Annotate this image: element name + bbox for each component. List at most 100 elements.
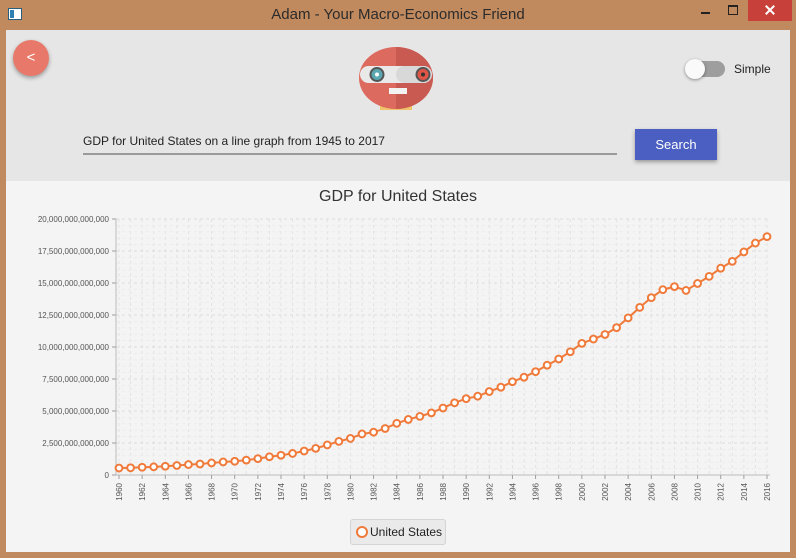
data-point [751,238,760,248]
data-point [762,232,772,242]
data-point [403,415,413,424]
x-tick-label: 1962 [138,482,147,500]
chart-title: GDP for United States [319,188,477,205]
x-tick-label: 2014 [740,482,749,500]
header-panel: < Simple Search [6,30,790,181]
y-tick-label: 17,500,000,000,000 [38,247,110,256]
x-tick-label: 1988 [439,482,448,500]
data-point [207,458,216,468]
gdp-line-chart: 0 2,500,000,000,000 5,000,000,000,000 7,500… [38,215,772,501]
x-tick-label: 1982 [370,482,379,500]
x-tick-label: 1970 [231,482,240,500]
data-point [473,391,483,401]
data-point [415,411,425,421]
x-tick-label: 2000 [578,482,587,500]
search-button[interactable]: Search [635,129,717,160]
x-tick-label: 1992 [485,482,494,500]
robot-logo-icon [359,47,433,110]
data-point [693,279,702,288]
x-tick-label: 1984 [393,482,402,500]
data-point [172,461,182,470]
chart-legend: United States [350,519,446,545]
data-point [727,256,737,266]
data-point [612,323,621,333]
data-point [149,462,159,472]
close-button[interactable] [748,0,792,21]
data-point [265,452,274,462]
data-point [508,377,517,387]
x-tick-label: 1964 [161,482,170,500]
data-point [554,354,564,364]
x-tick-label: 2006 [647,482,656,500]
data-point [380,424,390,433]
data-point [346,434,355,443]
data-point [565,347,575,357]
y-tick-label: 5,000,000,000,000 [42,407,109,416]
x-tick-label: 1994 [508,482,517,500]
data-point [311,443,321,453]
data-point [195,459,205,469]
data-point [137,462,147,472]
legend-marker-icon [356,526,368,538]
data-point [357,429,367,439]
main-content: < Simple Search GDP for United States [6,30,790,552]
data-point [241,455,251,465]
x-tick-label: 1980 [346,482,355,500]
data-point [276,450,286,460]
data-point [589,334,598,344]
data-point [646,293,656,303]
x-tick-label: 1978 [323,482,332,500]
data-point [461,394,471,404]
data-point [322,440,332,450]
simple-toggle[interactable] [685,59,725,79]
title-bar: Adam - Your Macro-Economics Friend [0,0,796,30]
data-point [658,285,668,295]
maximize-button[interactable] [720,0,746,21]
data-point [577,338,587,348]
legend-label: United States [370,525,443,539]
y-tick-label: 15,000,000,000,000 [38,279,110,288]
x-tick-label: 2008 [670,482,679,500]
data-point [184,460,193,469]
data-point [299,446,309,456]
data-point [160,461,170,471]
x-tick-label: 1986 [416,482,425,500]
y-tick-label: 7,500,000,000,000 [42,375,109,384]
x-tick-label: 2004 [624,482,633,500]
toggle-label: Simple [734,62,771,76]
x-tick-label: 1968 [208,482,217,500]
query-input[interactable] [83,134,617,155]
data-point [369,427,378,437]
data-point [438,403,448,413]
x-tick-label: 1998 [555,482,564,500]
x-tick-label: 2010 [694,482,703,500]
data-point [670,282,679,292]
data-point [519,372,529,382]
data-point [392,418,402,428]
data-point [600,330,610,339]
y-tick-label: 20,000,000,000,000 [38,215,110,224]
data-point [114,463,124,473]
back-button[interactable]: < [13,40,49,76]
data-point [253,454,263,464]
toggle-knob [685,59,705,79]
data-point [334,436,344,446]
x-tick-label: 1972 [254,482,263,500]
x-tick-label: 1974 [277,482,286,500]
app-icon [8,8,22,20]
minimize-button[interactable] [692,0,718,21]
data-point [704,271,714,281]
x-tick-label: 2002 [601,482,610,500]
data-point [126,463,135,473]
x-tick-label: 1996 [532,482,541,500]
data-point [218,457,228,467]
y-tick-label: 0 [105,471,110,480]
data-point [635,303,645,312]
data-point [484,387,494,396]
y-tick-label: 2,500,000,000,000 [42,439,109,448]
data-point [739,247,749,257]
data-point [230,456,240,466]
data-point [681,286,691,295]
x-tick-label: 2012 [717,482,726,500]
